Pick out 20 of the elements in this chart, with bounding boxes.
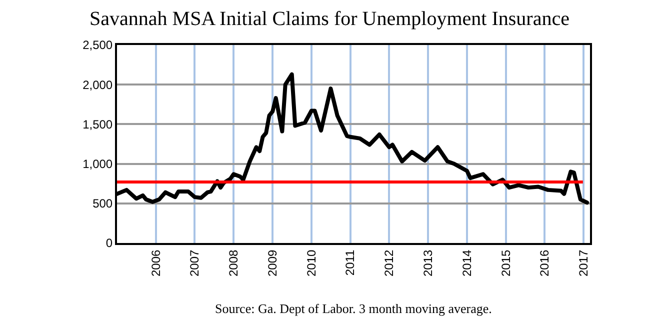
y-tick-label: 1,000 [82, 157, 113, 171]
x-tick-label: 2010 [304, 249, 318, 277]
x-tick-label: 2017 [576, 249, 591, 277]
y-tick-label: 2,500 [82, 38, 113, 52]
x-tick-label: 2012 [382, 249, 396, 277]
x-tick-label: 2006 [148, 249, 163, 277]
chart-title: Savannah MSA Initial Claims for Unemployment Insurance [90, 8, 570, 30]
x-tick-label: 2011 [343, 249, 358, 276]
y-tick-label: 2,000 [82, 78, 113, 92]
x-tick-label: 2007 [188, 249, 202, 277]
x-tick-label: 2015 [498, 249, 513, 277]
y-tick-label: 0 [106, 236, 113, 250]
x-tick-label: 2009 [265, 249, 280, 277]
x-tick-label: 2008 [226, 249, 240, 277]
y-tick-label: 1,500 [82, 117, 113, 132]
x-tick-label: 2016 [538, 249, 552, 277]
y-tick-label: 500 [92, 196, 113, 211]
x-tick-label: 2013 [421, 249, 436, 277]
source-note: Source: Ga. Dept of Labor. 3 month moving average. [215, 301, 492, 316]
x-tick-label: 2014 [460, 249, 474, 277]
